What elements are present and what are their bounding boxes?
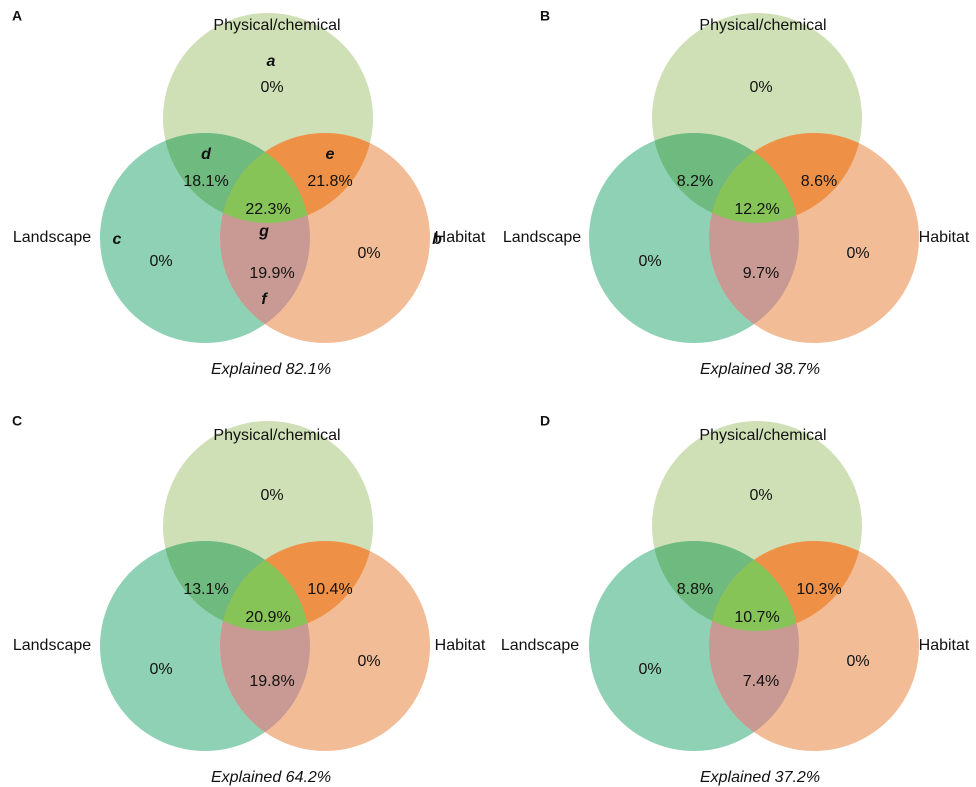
value-physical-only: 0% <box>260 487 283 504</box>
habitat-label: Habitat <box>435 637 486 654</box>
physical-chemical-label: Physical/chemical <box>699 17 826 34</box>
venn-panel-c: C Physical/chemical Landscape Habitat 0% 0% 0%… <box>12 413 486 787</box>
overlap-all-three <box>709 133 799 223</box>
overlap-all-three <box>709 541 799 631</box>
value-all-three: 12.2% <box>734 201 779 218</box>
explained-caption: Explained 64.2% <box>211 769 331 786</box>
value-landscape-only: 0% <box>149 661 172 678</box>
habitat-label: Habitat <box>435 229 486 246</box>
value-landscape-only: 0% <box>638 253 661 270</box>
physical-chemical-label: Physical/chemical <box>213 17 340 34</box>
overlap-all-three <box>220 541 310 631</box>
region-letter-a: a <box>267 53 276 70</box>
venn-panel-a: A Physical/chemical Landscape Habitat 0% 0% 0%… <box>12 8 486 379</box>
value-physical-habitat: 10.3% <box>796 581 841 598</box>
region-letter-f: f <box>261 291 268 308</box>
panel-letter: C <box>12 413 22 429</box>
value-physical-only: 0% <box>749 79 772 96</box>
value-physical-habitat: 8.6% <box>801 173 837 190</box>
value-physical-only: 0% <box>260 79 283 96</box>
value-physical-only: 0% <box>749 487 772 504</box>
habitat-label: Habitat <box>919 637 970 654</box>
explained-caption: Explained 38.7% <box>700 361 820 378</box>
overlap-all-three <box>220 133 310 223</box>
region-letter-g: g <box>258 223 269 240</box>
physical-chemical-label: Physical/chemical <box>213 427 340 444</box>
panel-letter: B <box>540 8 550 24</box>
value-habitat-only: 0% <box>846 653 869 670</box>
panel-letter: D <box>540 413 550 429</box>
value-physical-landscape: 8.8% <box>677 581 713 598</box>
region-letter-e: e <box>326 146 335 163</box>
landscape-label: Landscape <box>501 637 579 654</box>
venn-panel-d: D Physical/chemical Landscape Habitat 0% 0% 0%… <box>501 413 970 787</box>
landscape-label: Landscape <box>13 229 91 246</box>
panel-letter: A <box>12 8 22 24</box>
value-landscape-habitat: 9.7% <box>743 265 779 282</box>
value-all-three: 22.3% <box>245 201 290 218</box>
value-habitat-only: 0% <box>357 653 380 670</box>
value-landscape-habitat: 19.9% <box>249 265 294 282</box>
value-landscape-habitat: 7.4% <box>743 673 779 690</box>
value-habitat-only: 0% <box>846 245 869 262</box>
landscape-label: Landscape <box>13 637 91 654</box>
value-physical-habitat: 21.8% <box>307 173 352 190</box>
explained-caption: Explained 82.1% <box>211 361 331 378</box>
region-letter-b: b <box>432 231 442 248</box>
value-landscape-habitat: 19.8% <box>249 673 294 690</box>
physical-chemical-label: Physical/chemical <box>699 427 826 444</box>
value-all-three: 20.9% <box>245 609 290 626</box>
value-physical-landscape: 18.1% <box>183 173 228 190</box>
venn-panel-b: B Physical/chemical Landscape Habitat 0% 0% 0%… <box>503 8 970 379</box>
value-physical-habitat: 10.4% <box>307 581 352 598</box>
habitat-label: Habitat <box>919 229 970 246</box>
value-landscape-only: 0% <box>149 253 172 270</box>
value-physical-landscape: 13.1% <box>183 581 228 598</box>
explained-caption: Explained 37.2% <box>700 769 820 786</box>
value-physical-landscape: 8.2% <box>677 173 713 190</box>
value-all-three: 10.7% <box>734 609 779 626</box>
landscape-label: Landscape <box>503 229 581 246</box>
value-landscape-only: 0% <box>638 661 661 678</box>
value-habitat-only: 0% <box>357 245 380 262</box>
region-letter-c: c <box>113 231 122 248</box>
region-letter-d: d <box>201 146 212 163</box>
